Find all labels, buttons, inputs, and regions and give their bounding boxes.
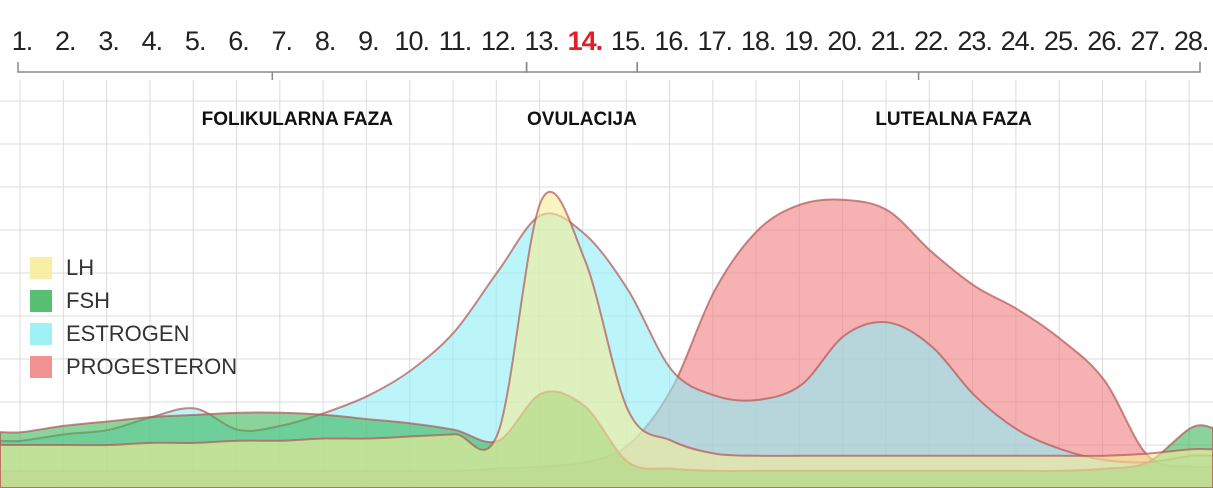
areas (0, 190, 1213, 488)
day-label: 11. (439, 26, 472, 56)
legend-label: PROGESTERON (66, 354, 237, 379)
day-label: 14. (568, 26, 603, 56)
legend-swatch (30, 257, 52, 279)
day-label: 20. (827, 26, 862, 56)
legend-label: FSH (66, 288, 110, 313)
day-label: 2. (55, 26, 76, 56)
legend-label: ESTROGEN (66, 321, 189, 346)
day-label: 1. (12, 26, 33, 56)
legend-swatch (30, 323, 52, 345)
legend: LH FSH ESTROGEN PROGESTERON (30, 255, 237, 379)
day-label: 18. (741, 26, 776, 56)
day-label: 25. (1044, 26, 1079, 56)
day-label: 26. (1087, 26, 1122, 56)
day-label: 19. (784, 26, 819, 56)
phase-label: FOLIKULARNA FAZA (202, 109, 394, 130)
day-label: 17. (698, 26, 733, 56)
day-label: 27. (1131, 26, 1166, 56)
day-label: 3. (98, 26, 119, 56)
day-label: 13. (524, 26, 559, 56)
day-label: 21. (871, 26, 906, 56)
phase-bracket (17, 62, 528, 73)
legend-label: LH (66, 255, 94, 280)
day-label: 8. (315, 26, 336, 56)
day-label: 9. (358, 26, 379, 56)
day-label: 28. (1174, 26, 1209, 56)
day-label: 4. (142, 26, 163, 56)
day-label: 24. (1001, 26, 1036, 56)
day-label: 10. (394, 26, 429, 56)
phase-bracket (636, 62, 1201, 73)
day-label: 7. (272, 26, 293, 56)
day-label: 22. (914, 26, 949, 56)
legend-swatch (30, 356, 52, 378)
day-label: 16. (654, 26, 689, 56)
phase-bracket (525, 62, 638, 73)
day-label: 6. (228, 26, 249, 56)
day-label: 23. (957, 26, 992, 56)
header: 1. 2. 3. 4. 5. 6. 7. 8. 9. 10. 11. 12. 13. 14. 15. 16. 1… (12, 26, 1210, 130)
legend-swatch (30, 290, 52, 312)
phase-label: LUTEALNA FAZA (875, 109, 1032, 130)
day-label: 5. (185, 26, 206, 56)
day-label: 15. (611, 26, 646, 56)
day-label: 12. (481, 26, 516, 56)
area-lh (0, 190, 1213, 488)
phase-label: OVULACIJA (527, 109, 637, 130)
